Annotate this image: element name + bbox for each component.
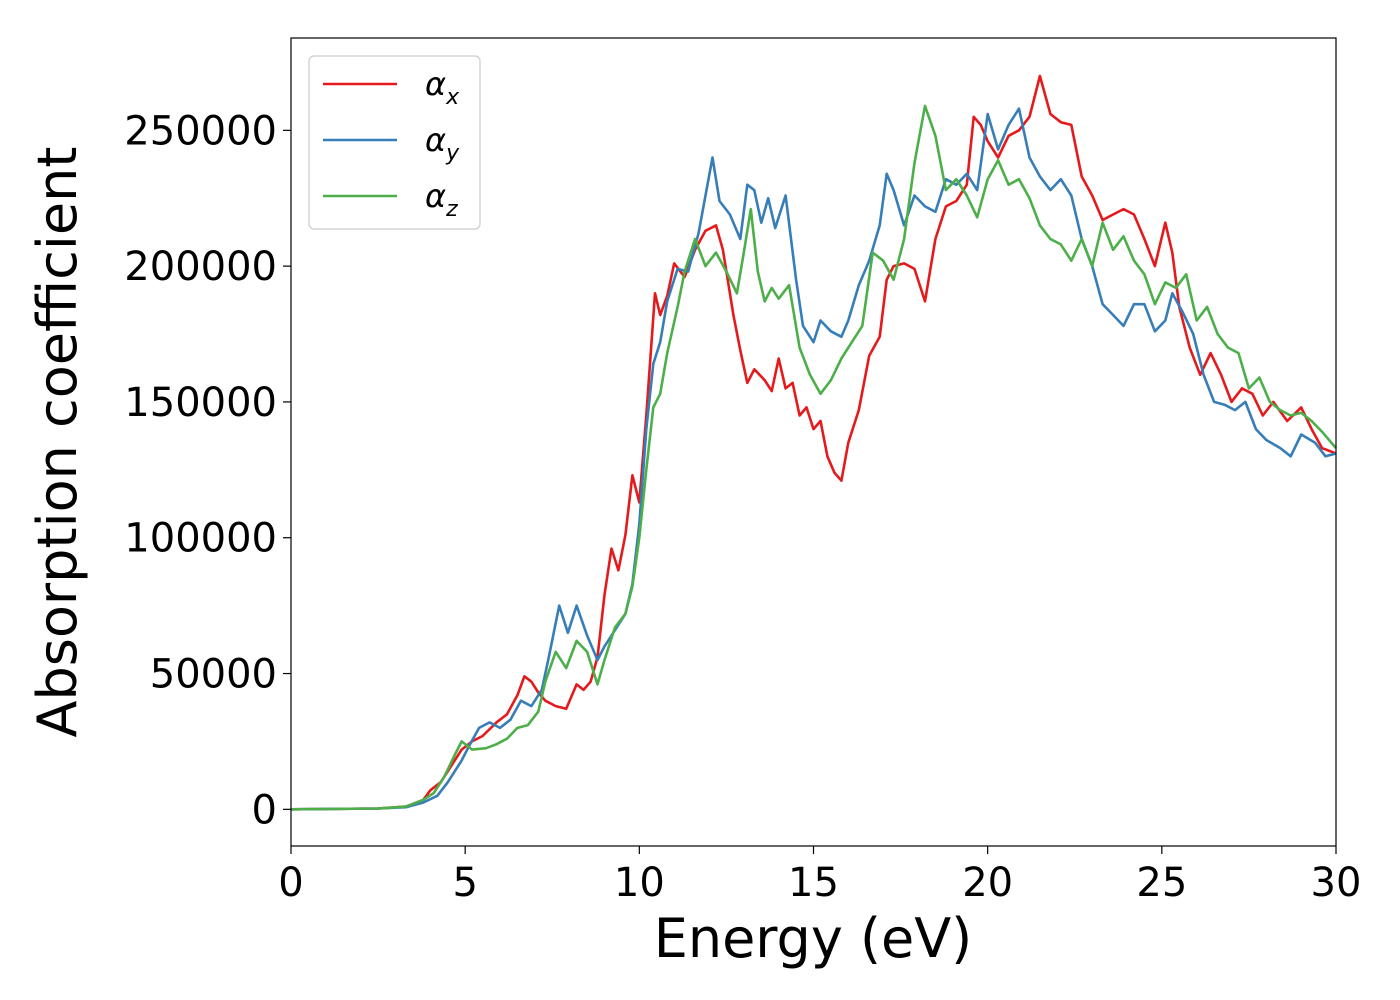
y-axis-ticks: 0 50000 100000 150000 200000 250000: [124, 108, 291, 833]
x-tick-label: 0: [278, 860, 303, 906]
x-tick-label: 15: [788, 860, 839, 906]
legend-box: [308, 55, 481, 230]
series-line-x: [290, 74, 1337, 811]
legend-label-x: αx: [425, 65, 460, 110]
x-tick-label: 5: [452, 860, 477, 906]
y-tick-label: 200000: [124, 244, 277, 290]
x-tick-label: 10: [614, 860, 665, 906]
y-axis-label: Absorption coefficient: [26, 147, 89, 738]
legend: αx αy αz: [308, 55, 481, 230]
y-tick-label: 150000: [124, 380, 277, 426]
series-line-z: [290, 104, 1337, 811]
legend-label-z: αz: [425, 177, 458, 222]
legend-label-y: αy: [425, 121, 460, 166]
x-tick-label: 20: [962, 860, 1013, 906]
y-tick-label: 0: [252, 787, 277, 833]
y-tick-label: 50000: [150, 652, 277, 698]
x-axis-ticks: 0 5 10 15 20 25 30: [278, 846, 1361, 906]
series-line-y: [290, 107, 1337, 811]
x-tick-label: 30: [1311, 860, 1362, 906]
x-axis-label: Energy (eV): [654, 907, 973, 970]
y-tick-label: 250000: [124, 108, 277, 154]
x-tick-label: 25: [1136, 860, 1187, 906]
y-tick-label: 100000: [124, 516, 277, 562]
series-layer: [290, 74, 1337, 811]
